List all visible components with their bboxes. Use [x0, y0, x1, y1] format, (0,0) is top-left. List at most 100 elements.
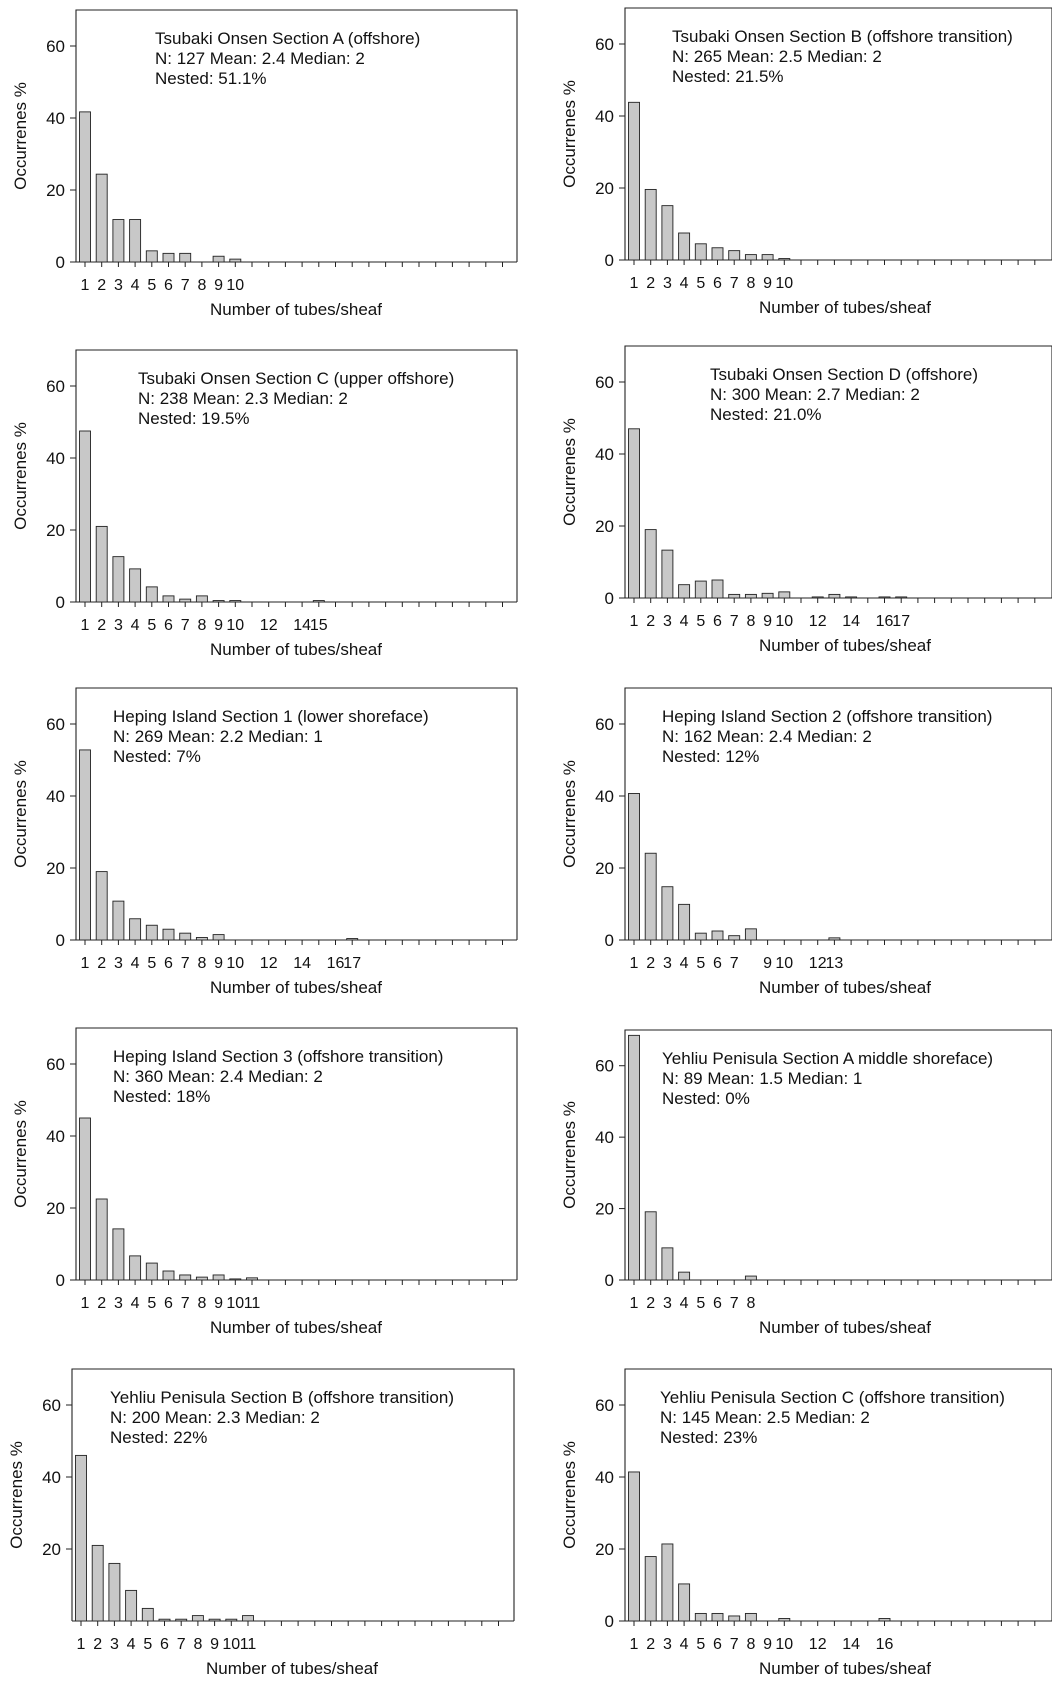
x-tick-label: 6	[164, 955, 173, 972]
x-tick-label: 4	[131, 1295, 140, 1312]
bar	[79, 749, 91, 941]
y-tick-label: 20	[46, 521, 65, 540]
panel-stats: N: 145 Mean: 2.5 Median: 2	[660, 1408, 870, 1427]
x-tick-label: 4	[680, 275, 689, 292]
x-axis-label: Number of tubes/sheaf	[759, 1659, 931, 1678]
panel-title: Tsubaki Onsen Section D (offshore)	[710, 365, 978, 384]
x-tick-label: 7	[181, 955, 190, 972]
x-tick-label: 2	[97, 617, 106, 634]
x-tick-label: 3	[663, 275, 672, 292]
y-tick-label: 60	[595, 35, 614, 54]
bar	[208, 1618, 221, 1622]
bar	[125, 1589, 138, 1622]
plot-frame	[624, 1368, 1052, 1621]
x-tick-label: 2	[646, 955, 655, 972]
x-tick-label: 14	[293, 955, 311, 972]
bar	[778, 1618, 791, 1622]
plot-frame	[624, 1029, 1052, 1280]
bar	[644, 1556, 657, 1622]
bar	[145, 250, 158, 263]
y-tick-label: 40	[46, 787, 65, 806]
panel-stats: N: 265 Mean: 2.5 Median: 2	[672, 47, 882, 66]
y-tick-label: 0	[56, 253, 65, 272]
bar	[761, 592, 774, 599]
x-tick-label: 8	[197, 1295, 206, 1312]
panel-title: Heping Island Section 1 (lower shoreface…	[113, 707, 429, 726]
bar	[129, 568, 142, 603]
x-tick-label: 9	[763, 613, 772, 630]
bar	[112, 219, 125, 263]
x-tick-label: 6	[713, 1636, 722, 1653]
bar	[195, 1276, 208, 1281]
bar	[678, 1271, 691, 1281]
x-tick-label: 4	[127, 1636, 136, 1653]
y-tick-label: 40	[595, 1468, 614, 1487]
x-tick-label: 6	[164, 617, 173, 634]
panel-title: Yehliu Penisula Section C (offshore tran…	[660, 1388, 1005, 1407]
x-tick-label: 6	[164, 277, 173, 294]
bar	[678, 232, 691, 261]
panel-8: 0 20 40 60 1 2 3 4 5 6 7 8 Occurrenes % Number of tub…	[560, 1029, 1052, 1337]
plot-frame	[75, 687, 518, 940]
panel-7: 0 20 40 60 1 2 3 4 5 6 7 8 9 10 11 Occurrenes % Number o…	[11, 1027, 518, 1337]
x-tick-label: 11	[240, 1636, 257, 1653]
bar	[229, 1278, 242, 1281]
x-tick-label: 7	[730, 1636, 739, 1653]
bar	[179, 932, 192, 941]
bar	[141, 1607, 154, 1622]
x-tick-label: 12	[809, 1636, 827, 1653]
bar	[195, 595, 208, 603]
y-axis-label: Occurrenes %	[11, 422, 30, 530]
panel-stats: Nested: 51.1%	[155, 69, 267, 88]
bar	[845, 596, 858, 599]
y-tick-label: 60	[46, 377, 65, 396]
x-tick-label: 12	[260, 617, 278, 634]
y-axis-label: Occurrenes %	[560, 1101, 579, 1209]
x-tick-label: 2	[97, 955, 106, 972]
x-tick-label: 1	[630, 1295, 639, 1312]
y-tick-label: 20	[46, 1199, 65, 1218]
bar	[728, 1615, 741, 1622]
plot-frame	[71, 1368, 515, 1621]
x-tick-label: 12	[809, 613, 827, 630]
x-axis-label: Number of tubes/sheaf	[210, 300, 382, 319]
x-tick-label: 2	[93, 1636, 102, 1653]
x-tick-label: 6	[164, 1295, 173, 1312]
panel-stats: Nested: 0%	[662, 1089, 750, 1108]
x-axis-label: Number of tubes/sheaf	[210, 640, 382, 659]
bar	[694, 932, 707, 941]
x-tick-label: 3	[663, 955, 672, 972]
panel-title: Tsubaki Onsen Section C (upper offshore)	[138, 369, 454, 388]
x-tick-label: 16	[876, 1636, 894, 1653]
panel-stats: N: 269 Mean: 2.2 Median: 1	[113, 727, 323, 746]
x-axis-label: Number of tubes/sheaf	[206, 1659, 378, 1678]
x-tick-label: 4	[131, 617, 140, 634]
y-tick-label: 0	[605, 931, 614, 950]
x-tick-label: 9	[210, 1636, 219, 1653]
x-tick-label: 10	[222, 1636, 240, 1653]
panel-stats: Nested: 12%	[662, 747, 759, 766]
x-tick-label: 3	[663, 1295, 672, 1312]
x-tick-label: 5	[147, 277, 156, 294]
x-tick-label: 9	[763, 275, 772, 292]
y-tick-label: 0	[605, 1271, 614, 1290]
bar	[728, 250, 741, 261]
x-axis-label: Number of tubes/sheaf	[210, 1318, 382, 1337]
y-tick-label: 20	[595, 179, 614, 198]
bar	[158, 1618, 171, 1622]
bar	[711, 247, 724, 261]
x-tick-label: 8	[193, 1636, 202, 1653]
panel-stats: N: 360 Mean: 2.4 Median: 2	[113, 1067, 323, 1086]
y-tick-label: 0	[56, 1271, 65, 1290]
bar	[95, 173, 108, 263]
bar	[179, 598, 192, 603]
x-tick-label: 8	[197, 955, 206, 972]
bar	[661, 1247, 674, 1281]
y-tick-label: 20	[595, 517, 614, 536]
x-tick-label: 4	[680, 955, 689, 972]
x-tick-label: 9	[763, 1636, 772, 1653]
bar	[661, 549, 674, 599]
bar	[711, 930, 724, 941]
x-tick-label: 4	[680, 613, 689, 630]
